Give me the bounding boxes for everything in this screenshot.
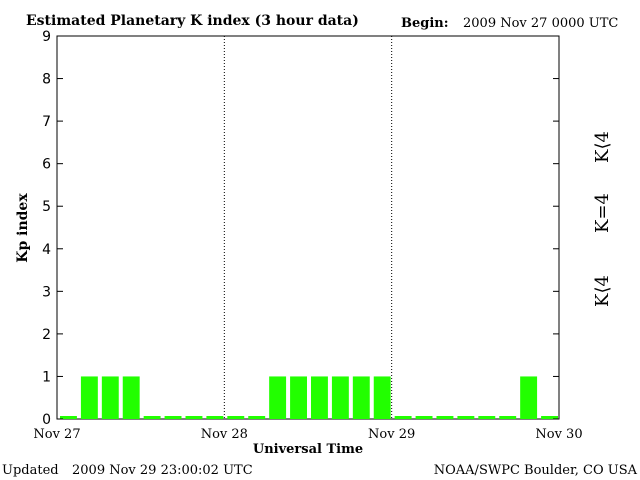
kp-bar (80, 376, 98, 419)
kp-bar (394, 416, 412, 419)
y-axis-ticks: 0 1 2 3 4 5 6 7 8 9 (42, 29, 559, 428)
kp-bar (122, 376, 140, 419)
kp-bar (331, 376, 349, 419)
kp-bar (101, 376, 119, 419)
legend-item-low: K⟨4 (592, 275, 613, 307)
kp-bar (436, 416, 454, 419)
kp-bar (415, 416, 433, 419)
legend-item-equal: K=4 (592, 193, 613, 233)
kp-bar (269, 376, 287, 419)
x-tick-label: Nov 28 (201, 427, 248, 442)
updated-label: Updated (2, 463, 59, 478)
updated-value: 2009 Nov 29 23:00:02 UTC (72, 463, 253, 478)
kp-bar (227, 416, 245, 419)
x-tick-label: Nov 29 (368, 427, 415, 442)
kp-bar (185, 416, 203, 419)
x-axis-label: Universal Time (253, 442, 363, 457)
kp-bar (373, 376, 391, 419)
y-axis-label: Kp index (15, 193, 31, 263)
y-tick-label: 0 (42, 412, 51, 428)
legend-item-high: K⟨4 (592, 131, 613, 163)
bars-group (60, 376, 558, 419)
y-tick-label: 8 (42, 72, 51, 88)
kp-bar (143, 416, 161, 419)
kp-bar (499, 416, 517, 419)
kp-bar (520, 376, 538, 419)
y-tick-label: 1 (42, 369, 51, 385)
kp-bar (352, 376, 370, 419)
begin-label: Begin: (401, 16, 449, 31)
y-tick-label: 6 (42, 157, 51, 173)
x-axis-ticks: Nov 27 Nov 28 Nov 29 Nov 30 (33, 427, 582, 442)
kp-bar (248, 416, 266, 419)
kp-bar (206, 416, 224, 419)
begin-value: 2009 Nov 27 0000 UTC (463, 16, 618, 31)
credit-text: NOAA/SWPC Boulder, CO USA (434, 463, 638, 478)
day-dividers (223, 36, 393, 419)
kp-bar (164, 416, 182, 419)
kp-bar (311, 376, 328, 419)
kp-bar (478, 416, 496, 419)
kp-bar (60, 416, 77, 419)
kp-bar (290, 376, 307, 419)
y-tick-label: 5 (42, 199, 51, 215)
x-tick-label: Nov 30 (535, 427, 582, 442)
y-tick-label: 3 (42, 284, 51, 300)
y-tick-label: 7 (42, 114, 51, 130)
y-tick-label: 9 (42, 29, 51, 45)
x-tick-label: Nov 27 (33, 427, 80, 442)
kp-bar (541, 416, 558, 419)
chart-title: Estimated Planetary K index (3 hour data… (26, 13, 359, 29)
kp-bar (457, 416, 475, 419)
plot-frame (56, 35, 560, 420)
legend: K⟨4 K=4 K⟨4 (592, 131, 613, 307)
y-tick-label: 2 (42, 327, 51, 343)
y-tick-label: 4 (42, 242, 51, 258)
